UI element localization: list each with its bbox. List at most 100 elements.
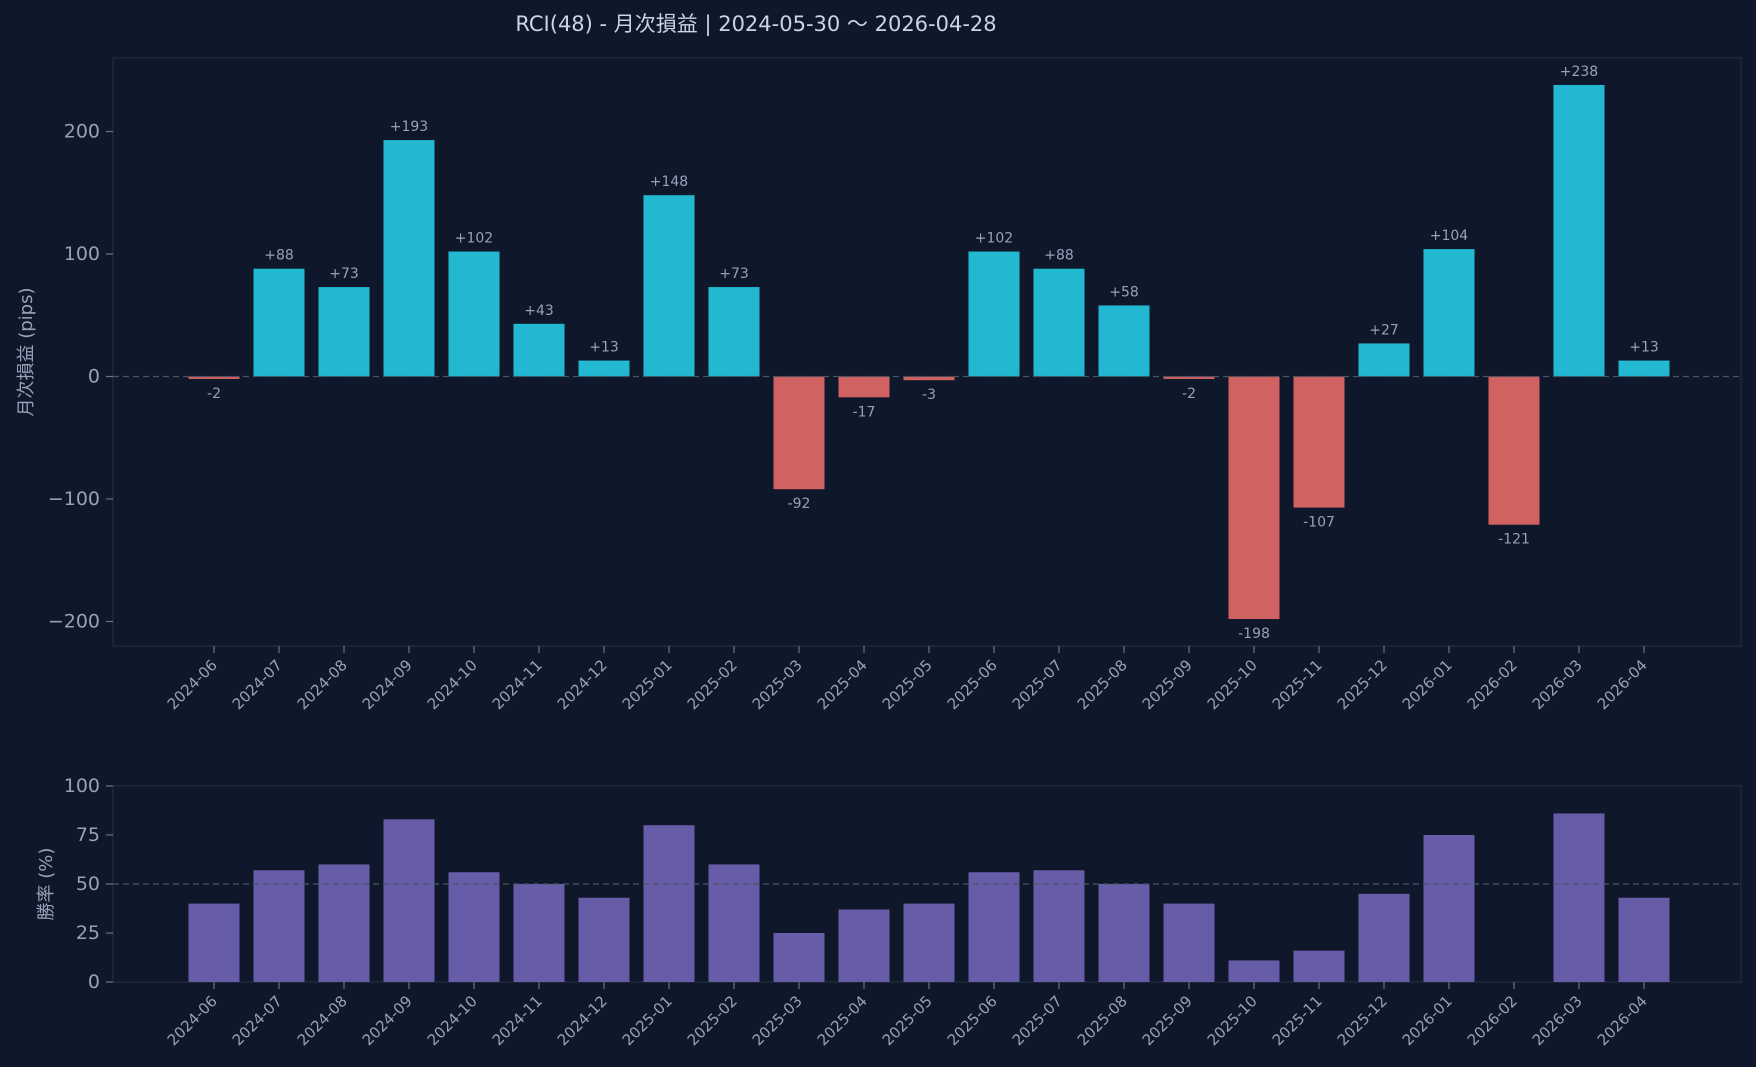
winrate-x-tick-label: 2026-04 [1594,992,1651,1049]
winrate-x-tick-label: 2025-12 [1334,992,1391,1049]
pnl-bar [1293,376,1345,508]
winrate-x-tick-label: 2026-01 [1399,992,1456,1049]
winrate-bar [513,884,565,982]
pnl-bar-value-label: +102 [975,231,1013,247]
winrate-y-axis-label: 勝率 (%) [36,848,57,921]
pnl-y-tick-label: −100 [48,488,100,510]
pnl-y-tick-label: 0 [88,366,100,388]
winrate-bar [838,909,890,982]
pnl-panel: 月次損益 (pips) −200 −100 0 100 200 -2 +88 +73 +193 +… [16,57,1742,713]
pnl-bar [188,376,240,379]
winrate-x-tick-label: 2025-10 [1204,992,1261,1049]
pnl-bar [1618,360,1670,377]
pnl-x-tick-label: 2025-01 [619,656,676,713]
pnl-x-tick-label: 2024-09 [359,656,416,713]
pnl-bar-value-label: -3 [922,387,936,403]
pnl-y-tick-label: 100 [64,243,100,265]
pnl-bar-value-label: +58 [1109,284,1139,300]
pnl-bar-value-label: -2 [1182,386,1196,402]
pnl-x-tick-label: 2025-06 [944,656,1001,713]
winrate-bar [1033,870,1085,982]
pnl-bar-value-label: +27 [1369,322,1399,338]
winrate-x-tick-label: 2024-12 [554,992,611,1049]
winrate-x-tick-label: 2025-01 [619,992,676,1049]
pnl-x-tick-label: 2026-04 [1594,656,1651,713]
pnl-x-tick-label: 2025-10 [1204,656,1261,713]
pnl-bar-value-label: -17 [853,404,876,420]
winrate-bar [968,872,1020,982]
winrate-x-tick-label: 2025-09 [1139,992,1196,1049]
winrate-x-tick-label: 2024-08 [294,992,351,1049]
pnl-x-tick-label: 2024-12 [554,656,611,713]
pnl-bar-value-label: +88 [264,248,294,264]
chart-title: RCI(48) - 月次損益 | 2024-05-30 〜 2026-04-28 [515,12,996,37]
winrate-x-tick-label: 2024-09 [359,992,416,1049]
pnl-bar [448,251,500,377]
winrate-x-tick-label: 2025-03 [749,992,806,1049]
pnl-bar [643,195,695,377]
winrate-bar [318,864,370,982]
pnl-bar [253,268,305,377]
winrate-x-tick-label: 2025-11 [1269,992,1326,1049]
winrate-bar [448,872,500,982]
winrate-y-tick-label: 50 [76,873,100,895]
winrate-bar [903,903,955,982]
pnl-y-tick-label: −200 [48,611,100,633]
pnl-bar [1553,84,1605,377]
pnl-x-tick-label: 2026-01 [1399,656,1456,713]
winrate-bar [1423,835,1475,982]
pnl-x-tick-label: 2025-05 [879,656,936,713]
winrate-x-tick-label: 2025-02 [684,992,741,1049]
pnl-bar-value-label: +104 [1430,228,1469,244]
winrate-bar [1553,813,1605,982]
pnl-x-tick-label: 2025-12 [1334,656,1391,713]
pnl-bar [1163,376,1215,379]
pnl-x-tick-label: 2026-03 [1529,656,1586,713]
pnl-bar [383,140,435,377]
winrate-y-tick-label: 75 [76,824,100,846]
winrate-x-tick-label: 2026-02 [1464,992,1521,1049]
winrate-x-tick-label: 2024-07 [229,992,286,1049]
pnl-bar [578,360,630,377]
pnl-bar-value-label: +73 [329,266,359,282]
pnl-bar [1033,268,1085,377]
pnl-bar [773,376,825,490]
pnl-bar-value-label: -2 [207,386,221,402]
pnl-bar [1488,376,1540,525]
pnl-x-tick-label: 2025-08 [1074,656,1131,713]
pnl-x-tick-label: 2026-02 [1464,656,1521,713]
pnl-bar-value-label: +102 [455,231,493,247]
winrate-x-tick-label: 2024-11 [489,992,546,1049]
pnl-x-tick-label: 2024-06 [164,656,221,713]
winrate-bar [1163,903,1215,982]
pnl-bar-value-label: -107 [1303,515,1335,531]
pnl-bar [1098,305,1150,377]
winrate-bar [708,864,760,982]
pnl-x-tick-label: 2024-07 [229,656,286,713]
winrate-x-tick-label: 2026-03 [1529,992,1586,1049]
winrate-y-tick-label: 0 [88,971,100,993]
winrate-bar [1228,960,1280,982]
winrate-x-tick-label: 2025-07 [1009,992,1066,1049]
pnl-plot-frame [112,57,1742,647]
pnl-bar [968,251,1020,377]
pnl-bar [318,287,370,377]
winrate-x-tick-label: 2025-06 [944,992,1001,1049]
winrate-bar [1358,893,1410,982]
winrate-x-tick-label: 2024-06 [164,992,221,1049]
pnl-x-tick-label: 2025-02 [684,656,741,713]
winrate-bar [1293,950,1345,982]
pnl-bar [513,323,565,377]
pnl-bar [1423,249,1475,377]
pnl-bar-value-label: +73 [719,266,749,282]
winrate-bar [578,897,630,982]
pnl-bar-value-label: +88 [1044,248,1074,264]
pnl-bar [838,376,890,398]
pnl-x-tick-label: 2025-07 [1009,656,1066,713]
pnl-y-tick-label: 200 [64,121,100,143]
pnl-bar-value-label: +193 [390,119,428,135]
pnl-bar-value-label: +238 [1560,64,1598,80]
winrate-bar [188,903,240,982]
